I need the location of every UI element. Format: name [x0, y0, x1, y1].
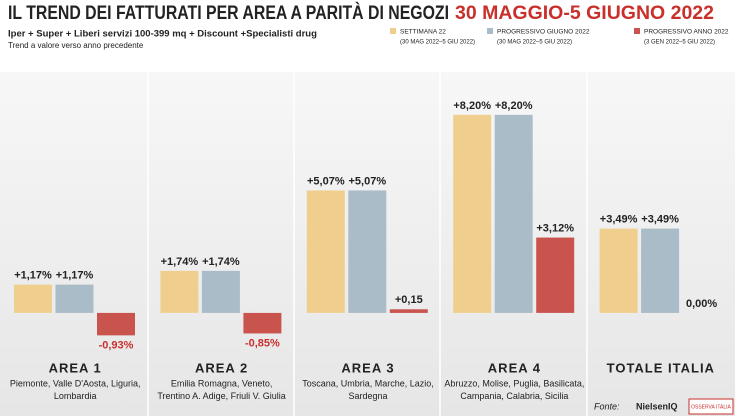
- legend-period: (30 MAG 2022–5 GIU 2022): [400, 40, 475, 46]
- bar: [14, 284, 52, 313]
- legend-label: PROGRESSIVO GIUGNO 2022: [497, 29, 590, 36]
- category-description: Toscana, Umbria, Marche, Lazio,: [302, 378, 434, 388]
- value-label: +5,07%: [307, 175, 345, 187]
- chart-note: Trend a valore verso anno precedente: [8, 41, 144, 50]
- category-label: TOTALE ITALIA: [607, 360, 715, 375]
- value-label: +8,20%: [453, 100, 491, 112]
- category-description: Piemonte, Valle D'Aosta, Liguria,: [10, 378, 141, 388]
- bar: [536, 237, 575, 313]
- bar: [453, 114, 492, 313]
- bar: [306, 190, 345, 313]
- bar: [389, 309, 428, 313]
- value-label: 0,00%: [686, 298, 717, 310]
- bar: [160, 270, 199, 313]
- bar: [201, 270, 240, 313]
- legend-swatch: [487, 28, 493, 34]
- logo: OSSERVA ITALIA: [691, 404, 731, 410]
- bar: [348, 190, 387, 313]
- bar: [243, 312, 282, 334]
- category-description: Abruzzo, Molise, Puglia, Basilicata,: [444, 378, 584, 388]
- value-label: +1,74%: [202, 256, 240, 268]
- bar: [641, 228, 680, 313]
- bar: [97, 312, 135, 336]
- bar: [599, 228, 638, 313]
- chart-title-period: 30 MAGGIO-5 GIUGNO 2022: [455, 3, 714, 24]
- value-label: +1,74%: [161, 256, 199, 268]
- bar: [55, 284, 94, 313]
- logo: NielsenIQ: [636, 401, 678, 411]
- legend-swatch: [634, 28, 640, 34]
- category-description: Lombardia: [54, 391, 97, 401]
- chart-subtitle: Iper + Super + Liberi servizi 100-399 mq…: [8, 29, 317, 40]
- value-label: +3,49%: [641, 214, 679, 226]
- legend-period: (3 GEN 2022–5 GIU 2022): [644, 40, 715, 46]
- legend-period: (30 MAG 2022–5 GIU 2022): [497, 40, 572, 46]
- chart-title: IL TREND DEI FATTURATI PER AREA A PARITÀ…: [8, 2, 449, 24]
- value-label: +3,49%: [600, 214, 638, 226]
- category-label: AREA 1: [49, 360, 102, 375]
- legend-label: PROGRESSIVO ANNO 2022: [644, 29, 729, 36]
- value-label: +8,20%: [495, 100, 533, 112]
- value-label: +0,15: [395, 294, 423, 306]
- value-label: +5,07%: [348, 175, 386, 187]
- category-description: Sardegna: [348, 391, 387, 401]
- category-description: Emilia Romagna, Veneto,: [171, 378, 273, 388]
- separators: [147, 72, 588, 416]
- value-label: -0,85%: [245, 337, 280, 349]
- value-label: +1,17%: [14, 270, 52, 282]
- category-label: AREA 4: [488, 360, 541, 375]
- category-label: AREA 2: [195, 360, 248, 375]
- value-label: +3,12%: [536, 222, 574, 234]
- value-label: +1,17%: [56, 270, 94, 282]
- legend-swatch: [390, 28, 396, 34]
- source: Fonte:: [594, 401, 620, 411]
- value-label: -0,93%: [99, 339, 134, 351]
- logo-box: [688, 398, 734, 415]
- category-description: Trentino A. Adige, Friuli V. Giulia: [157, 391, 285, 401]
- bar: [494, 114, 533, 313]
- category-label: AREA 3: [341, 360, 394, 375]
- category-description: Campania, Calabria, Sicilia: [460, 391, 568, 401]
- legend-label: SETTIMANA 22: [400, 29, 446, 36]
